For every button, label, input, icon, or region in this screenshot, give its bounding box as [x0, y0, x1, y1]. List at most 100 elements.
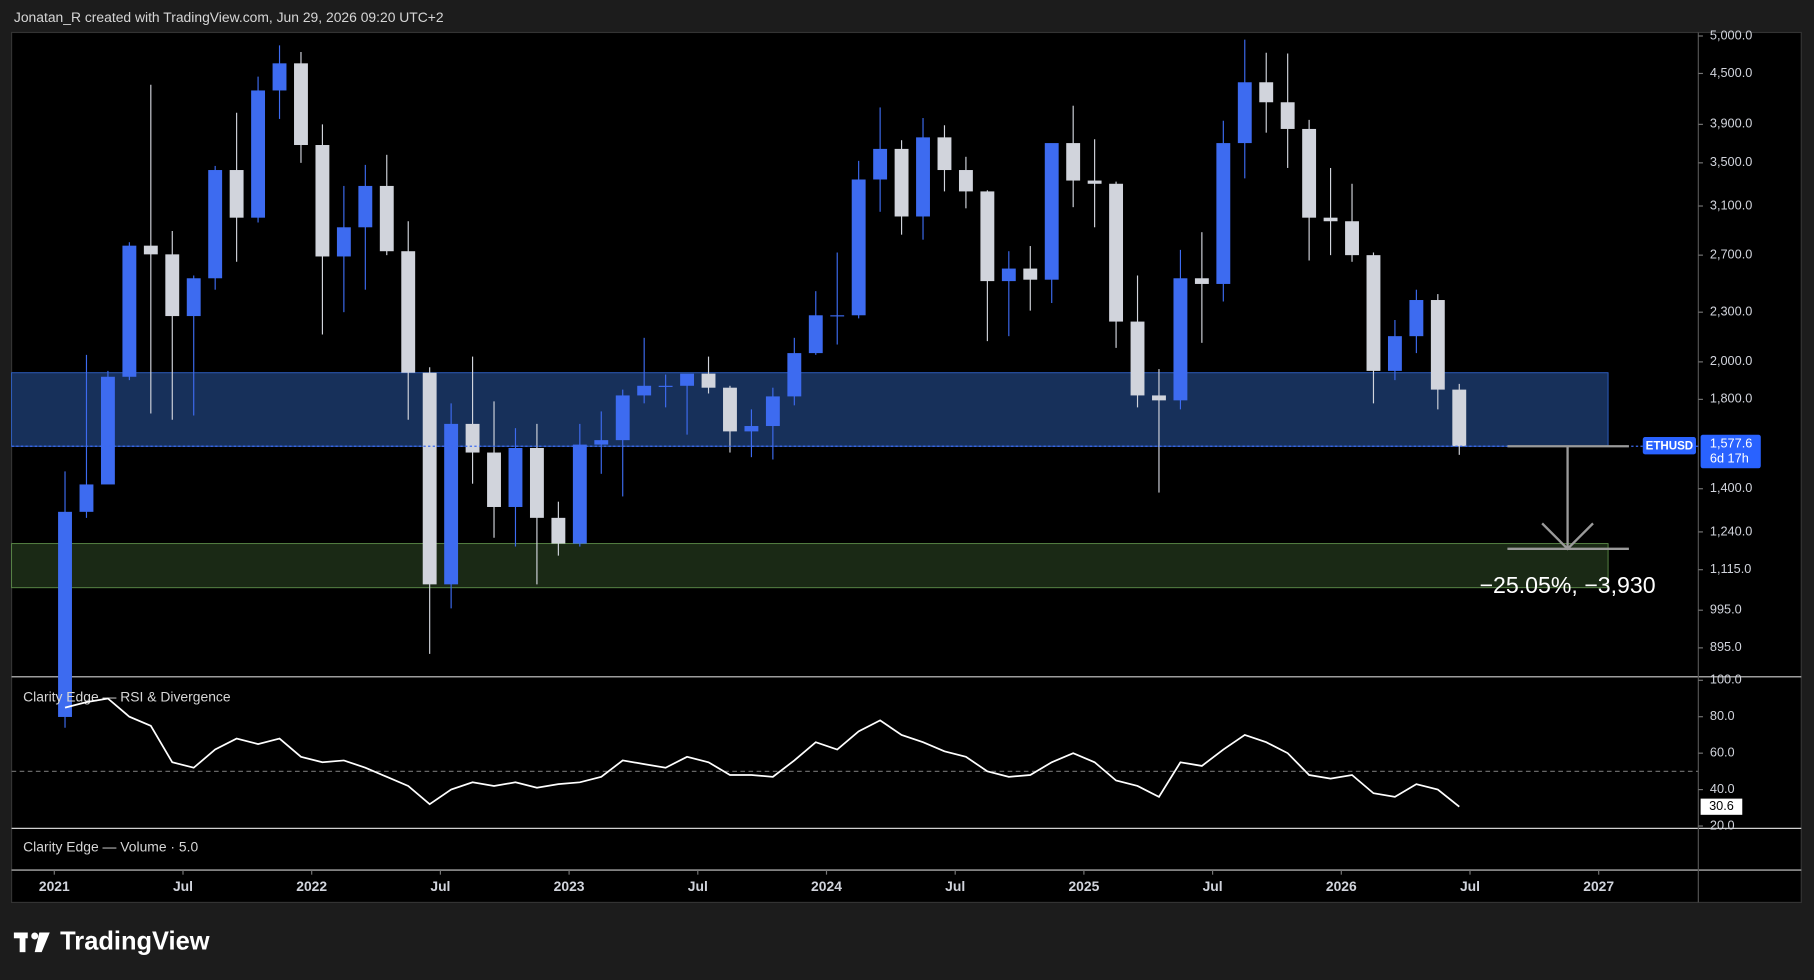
candle-body	[615, 395, 630, 441]
candle-body	[1194, 278, 1209, 284]
candle-body	[508, 447, 523, 507]
x-tick-label: Jul	[430, 878, 450, 894]
x-tick-label: 2022	[296, 878, 327, 894]
x-tick-label: Jul	[688, 878, 708, 894]
candle-body	[937, 137, 952, 171]
candle-body	[379, 185, 394, 252]
candle-body	[487, 452, 501, 507]
y-tick-label: 40.0	[1710, 781, 1735, 796]
candle-body	[572, 444, 587, 544]
candle-body	[873, 148, 888, 180]
candle-body	[208, 170, 223, 279]
watermark: TradingView	[60, 928, 210, 956]
candle-body	[58, 511, 72, 717]
countdown: 6d 17h	[1710, 450, 1749, 465]
y-tick-label: 3,500.0	[1710, 154, 1752, 169]
candle-body	[830, 315, 845, 317]
candle-body	[294, 63, 308, 146]
candle-body	[1216, 143, 1231, 284]
x-tick-label: Jul	[1460, 878, 1480, 894]
y-tick-label: 1,400.0	[1710, 480, 1752, 495]
candle-body	[336, 227, 351, 257]
y-tick-label: 3,100.0	[1710, 197, 1752, 212]
candle-body	[594, 440, 609, 445]
candle-body	[701, 373, 716, 388]
rsi-value-label: 30.6	[1709, 798, 1734, 813]
candle-body	[1280, 102, 1295, 129]
candle-body	[1345, 221, 1359, 256]
candle-body	[1452, 389, 1467, 447]
candle-body	[958, 170, 973, 192]
candle-body	[143, 245, 158, 255]
rsi-title: Clarity Edge — RSI & Divergence	[23, 688, 231, 704]
candle-body	[1430, 300, 1445, 390]
candle-body	[916, 137, 930, 217]
symbol-box	[1642, 437, 1696, 455]
candle-body	[765, 396, 780, 427]
candle-body	[723, 387, 737, 432]
candle-body	[1130, 321, 1145, 396]
rsi-line	[64, 697, 1460, 808]
x-tick-label: 2024	[811, 878, 842, 894]
candle-body	[401, 251, 416, 373]
y-tick-label: 2,300.0	[1710, 304, 1752, 319]
candle-body	[551, 517, 566, 544]
candle-body	[1323, 217, 1338, 222]
y-tick-label: 5,000.0	[1710, 27, 1752, 42]
candle-body	[444, 423, 459, 585]
y-tick-label: 1,800.0	[1710, 391, 1752, 406]
candle-body	[315, 145, 330, 257]
measure-arrowhead	[1541, 522, 1594, 551]
candle-body	[1259, 82, 1274, 103]
candle-body	[465, 423, 480, 453]
candle-body	[680, 373, 695, 386]
candle-body	[229, 170, 244, 218]
candle-body	[1237, 82, 1252, 144]
candle-body	[1001, 268, 1016, 282]
candle-body	[894, 148, 909, 217]
candle-body	[1109, 183, 1124, 322]
zone	[11, 372, 1609, 447]
candle-body	[787, 353, 802, 397]
y-tick-label: 4,500.0	[1710, 65, 1752, 80]
price-box	[1700, 434, 1761, 469]
y-tick-label: 3,900.0	[1710, 116, 1752, 131]
candle-body	[808, 315, 823, 354]
x-tick-label: 2021	[39, 878, 70, 894]
y-tick-label: 100.0	[1710, 672, 1742, 687]
y-tick-label: 2,000.0	[1710, 353, 1752, 368]
x-tick-label: 2026	[1326, 878, 1357, 894]
candle-body	[1023, 268, 1038, 280]
candle-body	[851, 179, 866, 316]
x-tick-label: Jul	[945, 878, 965, 894]
rsi-value-box	[1700, 798, 1743, 815]
y-tick-label: 2,700.0	[1710, 247, 1752, 262]
measure-label: −25.05%, −3,930	[1479, 572, 1655, 598]
y-tick-label: 60.0	[1710, 745, 1735, 760]
header: Jonatan_R created with TradingView.com, …	[14, 9, 444, 25]
candle-body	[1173, 278, 1188, 401]
x-tick-label: 2023	[554, 878, 585, 894]
x-tick-label: 2025	[1068, 878, 1099, 894]
candle-body	[165, 254, 180, 317]
candle-body	[1409, 300, 1424, 337]
symbol: ETHUSD	[1646, 440, 1693, 452]
candle-body	[122, 245, 137, 377]
y-tick-label: 995.0	[1710, 602, 1742, 617]
candle-body	[980, 191, 995, 282]
candle-body	[1087, 180, 1102, 184]
candle-body	[272, 63, 287, 91]
candle-body	[529, 447, 544, 518]
y-tick-label: 1,240.0	[1710, 523, 1752, 538]
candle-body	[1387, 336, 1402, 371]
x-tick-label: Jul	[1203, 878, 1223, 894]
candle-body	[1366, 255, 1381, 371]
watermark-logo	[13, 932, 50, 953]
candle-body	[422, 372, 437, 585]
y-tick-label: 80.0	[1710, 708, 1735, 723]
x-tick-label: 2027	[1583, 878, 1614, 894]
y-tick-label: 1,115.0	[1710, 561, 1751, 576]
candle-body	[1302, 128, 1317, 218]
